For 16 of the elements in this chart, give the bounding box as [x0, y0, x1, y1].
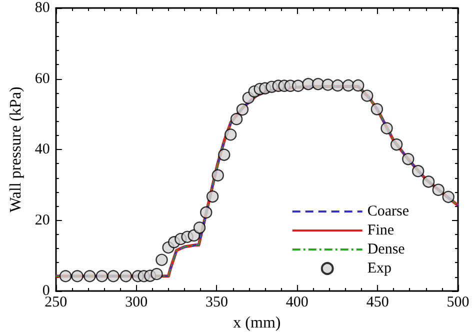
x-axis-title: x (mm)	[233, 314, 281, 332]
legend-label: Dense	[367, 242, 406, 258]
legend-label: Coarse	[367, 204, 410, 220]
y-tick-label: 20	[34, 212, 50, 228]
x-tick-label: 450	[366, 294, 389, 310]
y-tick-label: 80	[34, 0, 50, 16]
y-axis-title: Wall pressure (kPa)	[8, 86, 24, 212]
x-tick-label: 250	[44, 294, 68, 310]
x-tick-label: 500	[446, 294, 470, 310]
y-tick-label: 60	[34, 70, 50, 87]
x-tick-label: 400	[286, 294, 308, 310]
x-tick-label: 300	[125, 294, 148, 310]
legend-label: Fine	[367, 222, 394, 238]
y-tick-label: 40	[34, 142, 50, 158]
x-tick-label: 350	[205, 294, 228, 310]
legend-label: Exp	[367, 260, 392, 276]
